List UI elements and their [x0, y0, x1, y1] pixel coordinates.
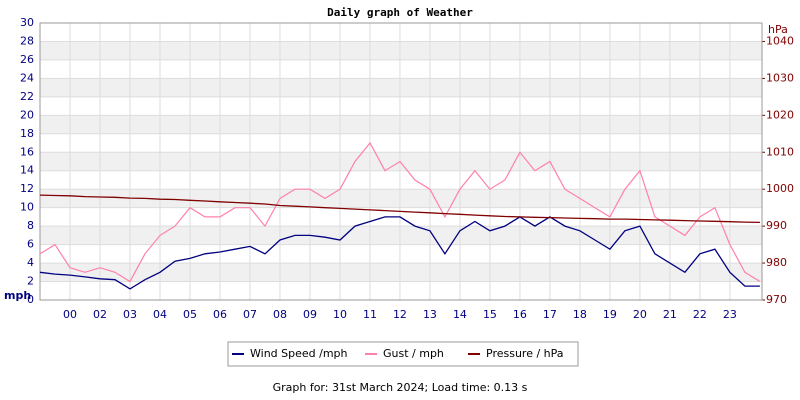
y-tick-label: 18 — [20, 127, 34, 140]
x-tick-label: 10 — [333, 308, 347, 321]
x-tick-label: 04 — [153, 308, 167, 321]
y-tick-label: 6 — [27, 238, 34, 251]
y-tick-label: 20 — [20, 108, 34, 121]
grid-band — [40, 189, 762, 208]
x-tick-label: 17 — [543, 308, 557, 321]
legend-label: Wind Speed /mph — [250, 347, 348, 360]
legend-box — [227, 341, 579, 367]
y-tick-label: 16 — [20, 145, 34, 158]
y2-tick-label: 1010 — [766, 145, 794, 158]
x-tick-label: 21 — [663, 308, 677, 321]
footer: Graph for: 31st March 2024; Load time: 0… — [273, 381, 528, 394]
x-tick-label: 22 — [693, 308, 707, 321]
y-tick-label: 22 — [20, 90, 34, 103]
legend-label: Pressure / hPa — [486, 347, 564, 360]
y2-tick-label: 1030 — [766, 71, 794, 84]
plot-frame — [39, 22, 763, 301]
y2-tick-label: 990 — [766, 219, 787, 232]
series-line — [39, 141, 761, 283]
x-tick-label: 20 — [633, 308, 647, 321]
y-tick-label: 4 — [27, 256, 34, 269]
series-line — [39, 194, 760, 224]
x-tick-label: 18 — [573, 308, 587, 321]
x-tick-label: 14 — [453, 308, 467, 321]
y2-tick-label: 970 — [766, 293, 787, 306]
legend-label: Gust / mph — [383, 347, 444, 360]
x-tick-label: 19 — [603, 308, 617, 321]
grid-band — [40, 41, 762, 60]
y-tick-label: 28 — [20, 34, 34, 47]
y-tick-label: 14 — [20, 164, 34, 177]
x-tick-label: 11 — [363, 308, 377, 321]
grid-band — [40, 115, 762, 134]
grid-band — [40, 152, 762, 171]
y-tick-label: 0 — [27, 293, 34, 306]
grid-band — [40, 226, 762, 245]
y-tick-label: 24 — [20, 71, 34, 84]
x-tick-label: 07 — [243, 308, 257, 321]
y-tick-label: 12 — [20, 182, 34, 195]
x-tick-label: 23 — [723, 308, 737, 321]
grid-band — [40, 78, 762, 97]
x-tick-label: 15 — [483, 308, 497, 321]
y2-tick-label: 1000 — [766, 182, 794, 195]
y2-tick-label: 1040 — [766, 34, 794, 47]
y-tick-label: 30 — [20, 16, 34, 29]
x-tick-label: 03 — [123, 308, 137, 321]
chart-title: Daily graph of Weather — [327, 6, 473, 19]
x-tick-label: 16 — [513, 308, 527, 321]
x-tick-label: 05 — [183, 308, 197, 321]
y-tick-label: 8 — [27, 219, 34, 232]
x-tick-label: 06 — [213, 308, 227, 321]
x-tick-label: 02 — [93, 308, 107, 321]
grid-band — [40, 263, 762, 282]
y-tick-label: 26 — [20, 53, 34, 66]
x-tick-label: 00 — [63, 308, 77, 321]
y-tick-label: 2 — [27, 275, 34, 288]
y2-tick-label: 980 — [766, 256, 787, 269]
y-axis-label: mph — [4, 289, 31, 302]
y2-axis-label: hPa — [768, 23, 788, 36]
x-tick-label: 08 — [273, 308, 287, 321]
series-line — [39, 216, 760, 290]
x-tick-label: 13 — [423, 308, 437, 321]
y2-tick-label: 1020 — [766, 108, 794, 121]
x-tick-label: 12 — [393, 308, 407, 321]
x-tick-label: 09 — [303, 308, 317, 321]
y-tick-label: 10 — [20, 201, 34, 214]
